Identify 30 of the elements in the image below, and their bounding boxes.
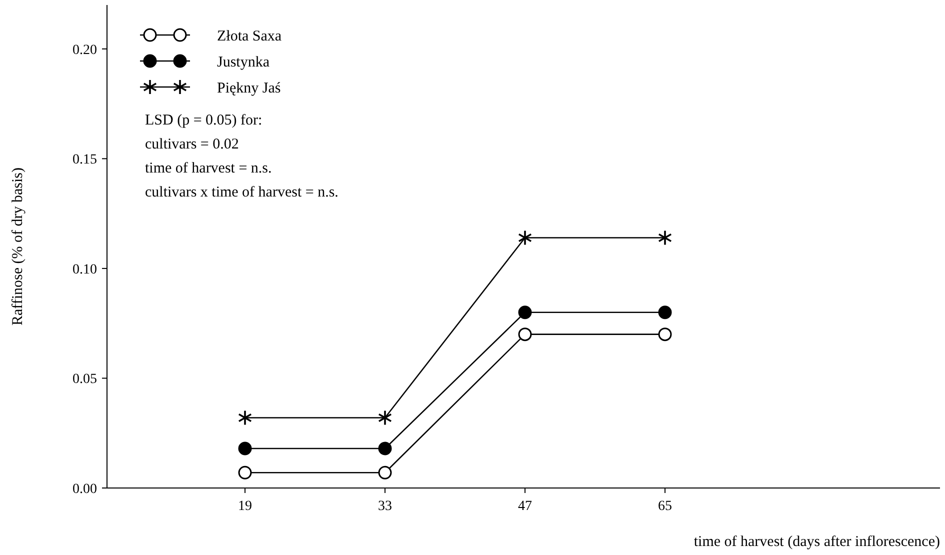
point (238, 442, 252, 456)
point (378, 442, 392, 456)
point (238, 466, 252, 480)
y-tick-label: 0.00 (72, 482, 97, 497)
point (518, 230, 532, 246)
annotation: LSD (p = 0.05) for: (145, 112, 262, 128)
annotation: cultivars = 0.02 (145, 136, 239, 152)
y-axis-title: Raffinose (% of dry basis) (10, 167, 26, 326)
legend-label: Justynka (217, 54, 270, 70)
annotation: time of harvest = n.s. (145, 160, 272, 176)
y-tick-label: 0.20 (72, 42, 97, 58)
y-tick-label: 0.05 (72, 372, 97, 388)
x-tick-label: 19 (238, 499, 252, 514)
point (518, 328, 532, 342)
y-tick-label: 0.10 (72, 262, 97, 278)
legend-label: Złota Saxa (217, 28, 282, 44)
point (378, 466, 392, 480)
annotation: cultivars x time of harvest = n.s. (145, 184, 338, 200)
point (658, 328, 672, 342)
x-tick-label: 65 (658, 499, 672, 514)
point (518, 306, 532, 320)
legend-label: Piękny Jaś (217, 80, 281, 96)
x-tick-label: 33 (378, 499, 392, 514)
point (378, 410, 392, 426)
point (238, 410, 252, 426)
y-tick-label: 0.15 (72, 152, 97, 168)
point (658, 306, 672, 320)
x-axis-title: time of harvest (days after inflorescence) (694, 534, 940, 550)
x-tick-label: 47 (518, 499, 532, 514)
point (658, 230, 672, 246)
